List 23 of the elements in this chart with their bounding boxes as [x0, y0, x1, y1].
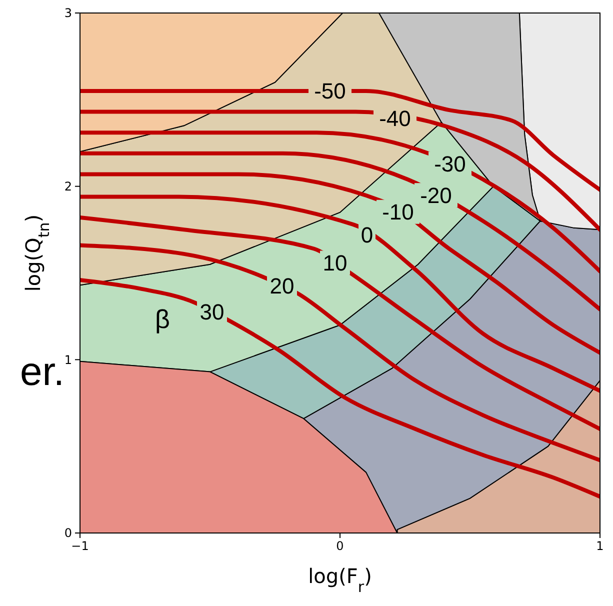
line-series — [80, 172, 600, 355]
annotation: β — [155, 304, 170, 334]
x-axis-title: log(F$_{r}$) — [308, 564, 372, 596]
series-label: -20 — [420, 182, 452, 208]
line-series — [80, 243, 600, 462]
series-label: 30 — [200, 299, 224, 324]
y-tick-label: 2 — [64, 180, 72, 194]
x-tick-label: −1 — [71, 539, 89, 553]
x-tick-label: 1 — [596, 539, 604, 553]
series-label: 10 — [322, 250, 348, 276]
series-label: -30 — [434, 151, 466, 176]
line-series — [80, 130, 600, 274]
y-tick-label: 0 — [64, 526, 72, 540]
y-tick-label: 1 — [64, 352, 72, 367]
series-label: -50 — [314, 78, 346, 104]
series-label: 0 — [360, 222, 374, 248]
series-label: 20 — [270, 274, 294, 299]
series-label: -10 — [382, 200, 414, 225]
line-series — [80, 278, 600, 499]
x-tick-label: 0 — [336, 539, 344, 553]
y-tick-label: 3 — [64, 6, 72, 20]
series-label: -40 — [379, 106, 411, 132]
text: er. — [20, 350, 64, 394]
